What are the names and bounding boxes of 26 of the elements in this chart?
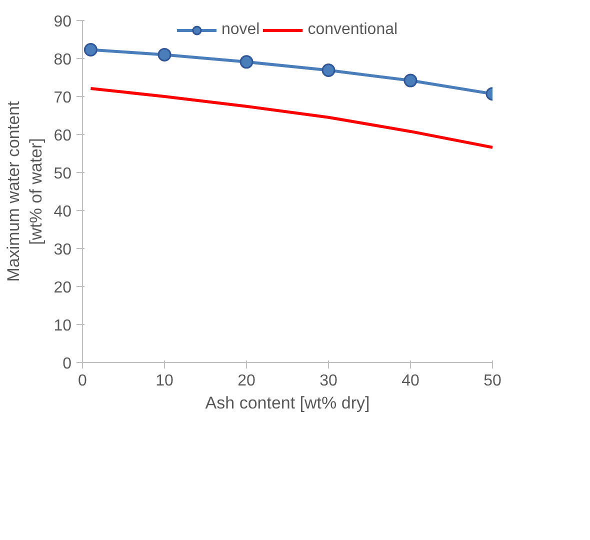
x-tick-label: 10 xyxy=(156,372,174,390)
y-tick-label: 10 xyxy=(54,318,72,334)
x-tick-label: 40 xyxy=(402,372,420,390)
y-tick-label: 30 xyxy=(54,242,72,258)
line-series xyxy=(89,87,492,149)
y-tick-label: 80 xyxy=(54,52,72,68)
point xyxy=(404,74,418,88)
y-tick-label: 60 xyxy=(54,128,72,144)
x-axis-title: Ash content [wt% dry] xyxy=(205,394,370,412)
x-tick-label: 30 xyxy=(320,372,338,390)
y-axis-title: Maximum water content [wt% of water] xyxy=(4,101,46,282)
point xyxy=(158,48,172,62)
point xyxy=(240,55,254,69)
y-tick-label: 20 xyxy=(54,280,72,296)
y-tick-label: 0 xyxy=(62,356,72,372)
x-tick-label: 20 xyxy=(238,372,256,390)
y-tick-label: 50 xyxy=(54,166,72,182)
x-tick-label: 50 xyxy=(484,372,502,390)
x-tick-label: 0 xyxy=(78,372,88,390)
y-tick-label: 40 xyxy=(54,204,72,220)
y-tick-label: 70 xyxy=(54,90,72,106)
y-tick-label: 90 xyxy=(54,14,72,30)
legend-label: novel xyxy=(221,21,260,39)
point xyxy=(322,64,336,78)
point xyxy=(84,43,98,56)
legend-label: conventional xyxy=(308,21,398,39)
